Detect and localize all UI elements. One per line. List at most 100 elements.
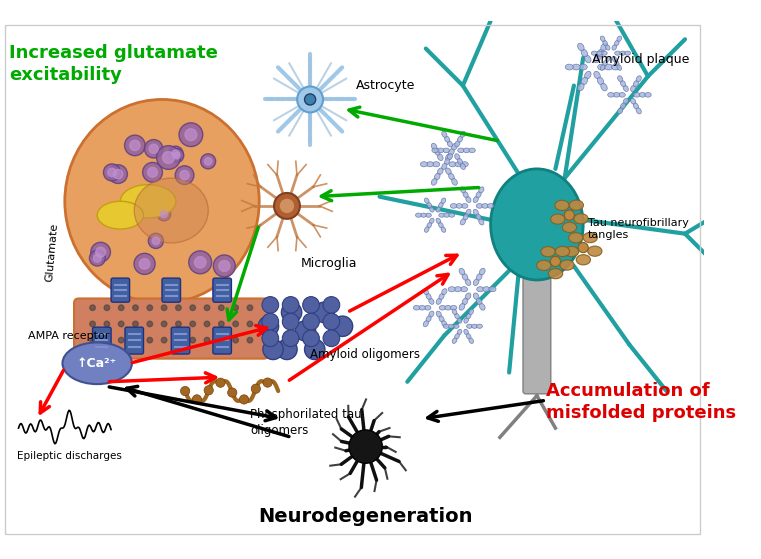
- Ellipse shape: [583, 233, 597, 243]
- FancyArrowPatch shape: [428, 401, 543, 421]
- Ellipse shape: [460, 131, 466, 138]
- Circle shape: [189, 251, 212, 274]
- Ellipse shape: [427, 222, 431, 228]
- Ellipse shape: [600, 65, 605, 70]
- Text: Neurodegeneration: Neurodegeneration: [259, 507, 473, 526]
- Ellipse shape: [441, 227, 446, 233]
- Circle shape: [139, 259, 150, 269]
- Circle shape: [349, 430, 382, 463]
- Circle shape: [109, 165, 127, 183]
- Ellipse shape: [482, 287, 490, 292]
- Circle shape: [132, 337, 139, 343]
- Circle shape: [180, 386, 189, 396]
- Circle shape: [333, 316, 352, 337]
- Circle shape: [132, 305, 139, 310]
- Ellipse shape: [619, 92, 626, 97]
- Circle shape: [149, 144, 158, 153]
- Circle shape: [247, 337, 253, 343]
- Circle shape: [185, 129, 197, 141]
- Circle shape: [282, 297, 299, 313]
- Circle shape: [247, 305, 253, 310]
- Text: AMPA receptor: AMPA receptor: [27, 330, 109, 340]
- Circle shape: [295, 321, 316, 341]
- Ellipse shape: [479, 304, 485, 310]
- Ellipse shape: [466, 196, 471, 202]
- Ellipse shape: [465, 293, 471, 300]
- Ellipse shape: [438, 168, 443, 174]
- Ellipse shape: [435, 173, 440, 180]
- Ellipse shape: [425, 305, 431, 310]
- Ellipse shape: [457, 329, 462, 335]
- Ellipse shape: [455, 162, 462, 167]
- Ellipse shape: [565, 247, 579, 257]
- Text: Accumulation of
misfolded proteins: Accumulation of misfolded proteins: [546, 382, 737, 422]
- Ellipse shape: [620, 103, 626, 109]
- Circle shape: [263, 378, 272, 387]
- Ellipse shape: [420, 162, 428, 167]
- Ellipse shape: [458, 148, 464, 153]
- Ellipse shape: [476, 214, 481, 220]
- Ellipse shape: [469, 338, 473, 343]
- Circle shape: [282, 302, 302, 323]
- Ellipse shape: [476, 324, 482, 328]
- Ellipse shape: [597, 77, 603, 85]
- Ellipse shape: [565, 64, 573, 70]
- Ellipse shape: [469, 309, 473, 315]
- Ellipse shape: [463, 214, 468, 220]
- Ellipse shape: [439, 213, 444, 217]
- Circle shape: [219, 260, 230, 272]
- Ellipse shape: [631, 98, 635, 105]
- Ellipse shape: [426, 162, 434, 167]
- Circle shape: [323, 297, 339, 313]
- Ellipse shape: [584, 55, 591, 63]
- Ellipse shape: [466, 334, 471, 339]
- Circle shape: [174, 152, 180, 159]
- Ellipse shape: [476, 192, 481, 198]
- Ellipse shape: [431, 148, 438, 153]
- Circle shape: [176, 321, 181, 326]
- Ellipse shape: [65, 100, 260, 303]
- FancyBboxPatch shape: [111, 278, 129, 302]
- Circle shape: [251, 384, 260, 394]
- Ellipse shape: [560, 260, 575, 270]
- Circle shape: [147, 305, 152, 310]
- Ellipse shape: [466, 314, 471, 319]
- Circle shape: [119, 305, 124, 310]
- Ellipse shape: [479, 187, 484, 193]
- Ellipse shape: [457, 318, 462, 323]
- Ellipse shape: [633, 80, 638, 87]
- Ellipse shape: [469, 148, 476, 153]
- Ellipse shape: [472, 324, 477, 328]
- Circle shape: [96, 247, 106, 257]
- Ellipse shape: [537, 260, 551, 271]
- FancyArrowPatch shape: [127, 386, 289, 437]
- Ellipse shape: [426, 293, 431, 300]
- Ellipse shape: [452, 178, 457, 185]
- Ellipse shape: [615, 51, 620, 55]
- Text: Microglia: Microglia: [301, 257, 358, 270]
- Ellipse shape: [438, 222, 443, 228]
- Ellipse shape: [449, 149, 454, 155]
- Ellipse shape: [464, 329, 469, 335]
- Text: Increased glutamate
excitability: Increased glutamate excitability: [9, 44, 218, 84]
- Ellipse shape: [444, 159, 450, 164]
- Circle shape: [218, 321, 224, 326]
- FancyArrowPatch shape: [349, 255, 457, 311]
- Ellipse shape: [134, 178, 209, 243]
- Ellipse shape: [459, 304, 465, 310]
- Ellipse shape: [479, 268, 485, 275]
- Ellipse shape: [451, 305, 457, 310]
- Circle shape: [262, 297, 279, 313]
- Ellipse shape: [436, 218, 441, 224]
- Text: Tau neurofibrillary
tangles: Tau neurofibrillary tangles: [587, 218, 689, 240]
- Circle shape: [282, 330, 299, 347]
- Circle shape: [107, 168, 116, 177]
- Circle shape: [204, 321, 210, 326]
- Circle shape: [168, 146, 183, 161]
- Ellipse shape: [441, 131, 447, 138]
- Ellipse shape: [618, 108, 622, 114]
- Ellipse shape: [600, 83, 607, 91]
- Ellipse shape: [576, 255, 591, 265]
- Ellipse shape: [423, 288, 428, 295]
- FancyBboxPatch shape: [171, 327, 189, 354]
